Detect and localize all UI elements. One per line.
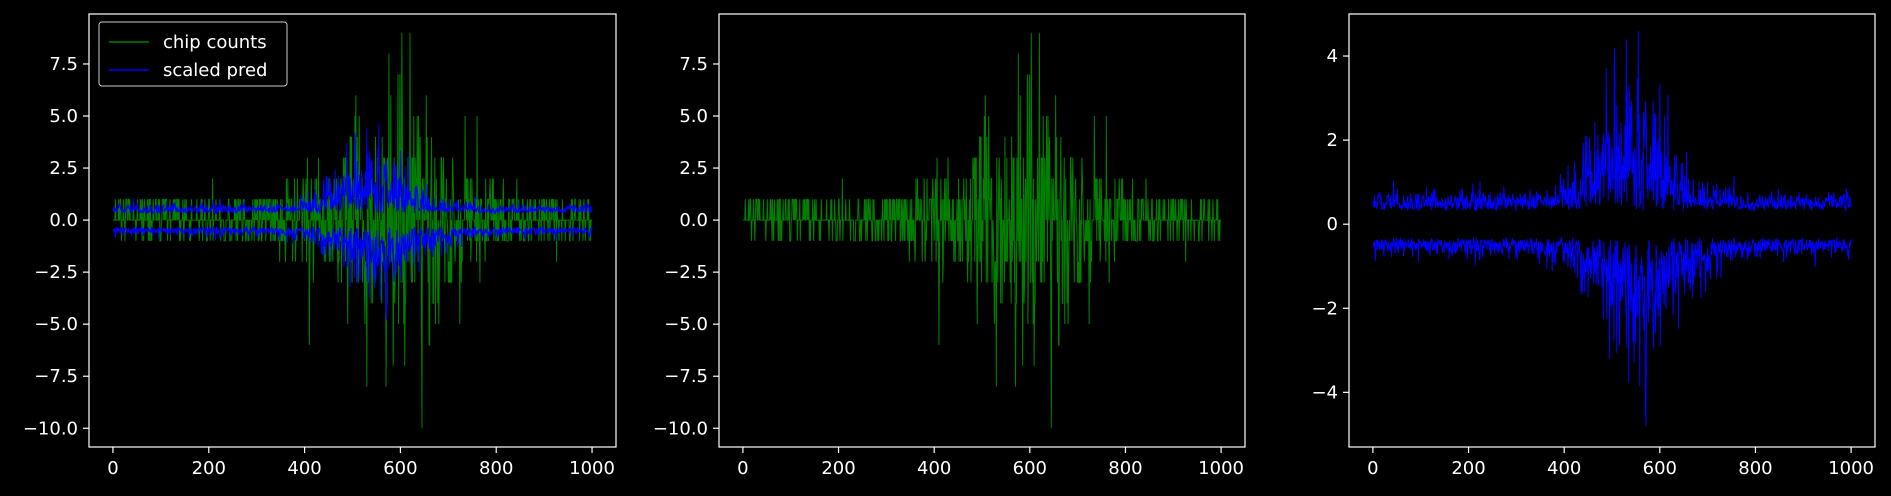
x-tick-label: 600 (1643, 458, 1677, 479)
series-scaled-pred-band-1 (1372, 30, 1852, 212)
y-tick-label: 2.5 (679, 158, 708, 179)
y-tick-label: 0 (1327, 214, 1338, 235)
legend-label: chip counts (163, 32, 267, 53)
series-scaled-pred-band-2 (1372, 237, 1852, 426)
y-tick-label: 5.0 (679, 106, 708, 127)
x-tick-label: 1000 (1198, 458, 1244, 479)
legend: chip counts scaled pred (98, 21, 288, 87)
y-tick-label: 0.0 (49, 210, 78, 231)
panel-3: 0 200 400 600 800 1000 −4 −2 0 2 4 (1311, 13, 1876, 479)
x-tick-label: 200 (192, 458, 226, 479)
series-chip-counts (742, 32, 1222, 429)
x-tick-label: 800 (1108, 458, 1142, 479)
x-tick-label: 200 (1451, 458, 1485, 479)
y-tick-label: −7.5 (664, 366, 708, 387)
y-tick-label: −2 (1311, 298, 1338, 319)
series-scaled-pred-band-1 (112, 124, 593, 215)
y-tick-label: 0.0 (679, 210, 708, 231)
axes-frame-1 (88, 13, 617, 448)
y-tick-label: −10.0 (23, 418, 78, 439)
x-tick-label: 400 (287, 458, 321, 479)
panel-1: 0 200 400 600 800 1000 −10.0 −7.5 −5.0 −2.5 0.0 2.5… (23, 13, 617, 479)
x-tick-label: 800 (479, 458, 513, 479)
x-tick-label: 1000 (569, 458, 615, 479)
x-tick-label: 0 (1367, 458, 1378, 479)
y-tick-label: 7.5 (679, 54, 708, 75)
y-tick-label: −7.5 (34, 366, 78, 387)
x-tick-label: 1000 (1828, 458, 1874, 479)
x-tick-label: 600 (1013, 458, 1047, 479)
x-tick-label: 200 (821, 458, 855, 479)
y-tick-label: 2.5 (49, 158, 78, 179)
legend-label: scaled pred (163, 60, 267, 81)
axes-frame-3 (1348, 13, 1876, 448)
x-tick-label: 400 (917, 458, 951, 479)
x-tick-label: 400 (1547, 458, 1581, 479)
x-tick-label: 0 (737, 458, 748, 479)
y-tick-label: 7.5 (49, 54, 78, 75)
plot-area-3 (1372, 30, 1852, 426)
x-tick-label: 800 (1738, 458, 1772, 479)
series-scaled-pred-band-2 (112, 225, 593, 321)
x-tick-label: 600 (383, 458, 417, 479)
y-tick-label: −10.0 (653, 418, 708, 439)
x-tick-label: 0 (107, 458, 118, 479)
y-tick-label: −5.0 (664, 314, 708, 335)
plot-area-1 (112, 32, 593, 429)
y-tick-label: 5.0 (49, 106, 78, 127)
panel-2: 0 200 400 600 800 1000 −10.0 −7.5 −5.0 −2.5 0.0 2.5… (653, 13, 1246, 479)
y-tick-label: 4 (1327, 46, 1338, 67)
y-tick-label: −5.0 (34, 314, 78, 335)
axes-frame-2 (718, 13, 1246, 448)
y-tick-label: 2 (1327, 130, 1338, 151)
y-tick-label: −2.5 (34, 262, 78, 283)
plot-area-2 (742, 32, 1222, 429)
y-tick-label: −2.5 (664, 262, 708, 283)
y-tick-label: −4 (1311, 382, 1338, 403)
